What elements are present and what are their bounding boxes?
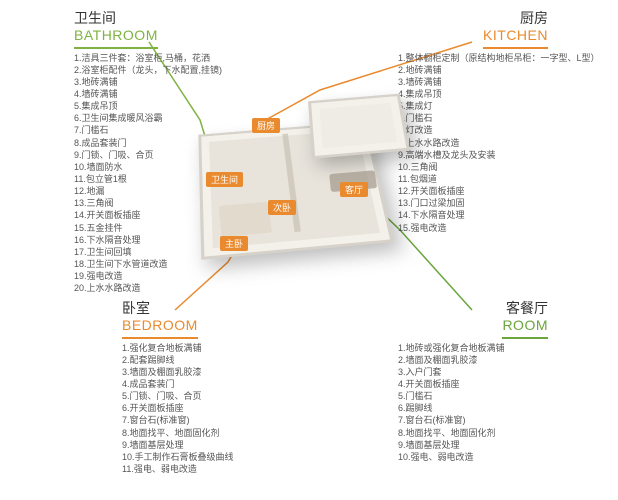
- bathroom-item: 18.卫生间下水管道改造: [74, 258, 194, 270]
- bedroom-items: 1.强化复合地板满铺2.配套踢脚线3.墙面及棚面乳胶漆4.成品套装门5.门锁、门…: [122, 342, 240, 476]
- room-item: 7.窗台石(标准窗): [398, 414, 548, 426]
- room-tag-bathroom: 卫生间: [206, 172, 243, 187]
- room-item: 5.门槛石: [398, 390, 548, 402]
- room-item: 8.地面找平、地面固化剂: [398, 427, 548, 439]
- room-item: 2.墙面及棚面乳胶漆: [398, 354, 548, 366]
- bedroom-item: 1.强化复合地板满铺: [122, 342, 240, 354]
- bathroom-item: 9.门锁、门吸、合页: [74, 149, 194, 161]
- kitchen-item: 6.门槛石: [398, 112, 548, 124]
- bathroom-item: 10.墙面防水: [74, 161, 194, 173]
- kitchen-item: 11.包烟道: [398, 173, 548, 185]
- kitchen-item: 3.墙砖满铺: [398, 76, 548, 88]
- bathroom-section: 卫生间 BATHROOM 1.洁具三件套：浴室柜,马桶，花洒2.浴室柜配件（龙头…: [74, 10, 194, 294]
- kitchen-item: 13.门口过梁加固: [398, 197, 548, 209]
- bathroom-item: 20.上水水路改造: [74, 282, 194, 294]
- bathroom-item: 14.开关面板插座: [74, 209, 194, 221]
- bathroom-item: 1.洁具三件套：浴室柜,马桶，花洒: [74, 52, 194, 64]
- bathroom-item: 19.强电改造: [74, 270, 194, 282]
- bathroom-item: 16.下水隔音处理: [74, 234, 194, 246]
- bathroom-title-cn: 卫生间: [74, 10, 194, 27]
- bedroom-item: 4.成品套装门: [122, 378, 240, 390]
- kitchen-items: 1.整体橱柜定制（原结构地柜吊柜：一字型、L型）2.地砖满铺3.墙砖满铺4.集成…: [398, 52, 548, 234]
- room-item: 9.墙面基层处理: [398, 439, 548, 451]
- room-tag-living: 客厅: [340, 182, 368, 197]
- room-tag-bedroom1: 主卧: [220, 236, 248, 251]
- bathroom-item: 7.门槛石: [74, 124, 194, 136]
- room-item: 3.入户门套: [398, 366, 548, 378]
- bedroom-item: 5.门锁、门吸、合页: [122, 390, 240, 402]
- kitchen-item: 5.集成灯: [398, 100, 548, 112]
- kitchen-item: 9.高端水槽及龙头及安装: [398, 149, 548, 161]
- bedroom-title-en: BEDROOM: [122, 317, 198, 339]
- room-title-en: ROOM: [502, 317, 548, 339]
- bedroom-item: 10.手工制作石膏板叠级曲线: [122, 451, 240, 463]
- room-item: 1.地砖或强化复合地板满铺: [398, 342, 548, 354]
- bathroom-item: 6.卫生间集成暖风浴霸: [74, 112, 194, 124]
- bathroom-item: 12.地漏: [74, 185, 194, 197]
- room-item: 10.强电、弱电改造: [398, 451, 548, 463]
- bedroom-item: 2.配套踢脚线: [122, 354, 240, 366]
- kitchen-item: 14.下水隔音处理: [398, 209, 548, 221]
- bedroom-item: 3.墙面及棚面乳胶漆: [122, 366, 240, 378]
- room-item: 6.踢脚线: [398, 402, 548, 414]
- bathroom-item: 13.三角阀: [74, 197, 194, 209]
- kitchen-item: 15.强电改造: [398, 222, 548, 234]
- room-section: 客餐厅 ROOM 1.地砖或强化复合地板满铺2.墙面及棚面乳胶漆3.入户门套4.…: [398, 300, 548, 463]
- kitchen-item: 12.开关面板插座: [398, 185, 548, 197]
- bedroom-section: 卧室 BEDROOM 1.强化复合地板满铺2.配套踢脚线3.墙面及棚面乳胶漆4.…: [122, 300, 240, 475]
- bathroom-items: 1.洁具三件套：浴室柜,马桶，花洒2.浴室柜配件（龙头，下水配置,挂镜)3.地砖…: [74, 52, 194, 295]
- bathroom-title-en: BATHROOM: [74, 27, 158, 49]
- kitchen-item: 2.地砖满铺: [398, 64, 548, 76]
- bathroom-item: 3.地砖满铺: [74, 76, 194, 88]
- bedroom-item: 9.墙面基层处理: [122, 439, 240, 451]
- kitchen-item: 1.整体橱柜定制（原结构地柜吊柜：一字型、L型）: [398, 52, 548, 64]
- bedroom-item: 6.开关面板插座: [122, 402, 240, 414]
- bathroom-item: 17.卫生间回填: [74, 246, 194, 258]
- room-tag-kitchen: 厨房: [252, 118, 280, 133]
- kitchen-item: 4.集成吊顶: [398, 88, 548, 100]
- room-tag-bedroom2: 次卧: [268, 200, 296, 215]
- bathroom-item: 11.包立管1根: [74, 173, 194, 185]
- kitchen-item: 8.上水水路改造: [398, 137, 548, 149]
- bathroom-item: 8.成品套装门: [74, 137, 194, 149]
- kitchen-title-en: KITCHEN: [483, 27, 548, 49]
- room-items: 1.地砖或强化复合地板满铺2.墙面及棚面乳胶漆3.入户门套4.开关面板插座5.门…: [398, 342, 548, 463]
- room-title-cn: 客餐厅: [398, 300, 548, 317]
- kitchen-item: 10.三角阀: [398, 161, 548, 173]
- bathroom-item: 5.集成吊顶: [74, 100, 194, 112]
- room-item: 4.开关面板插座: [398, 378, 548, 390]
- kitchen-section: 厨房 KITCHEN 1.整体橱柜定制（原结构地柜吊柜：一字型、L型）2.地砖满…: [398, 10, 548, 234]
- bathroom-item: 2.浴室柜配件（龙头，下水配置,挂镜): [74, 64, 194, 76]
- bathroom-item: 4.墙砖满铺: [74, 88, 194, 100]
- bedroom-title-cn: 卧室: [122, 300, 240, 317]
- kitchen-item: 7.灯改造: [398, 124, 548, 136]
- bedroom-item: 7.窗台石(标准窗): [122, 414, 240, 426]
- bedroom-item: 8.地面找平、地面固化剂: [122, 427, 240, 439]
- bathroom-item: 15.五金挂件: [74, 222, 194, 234]
- kitchen-title-cn: 厨房: [398, 10, 548, 27]
- bedroom-item: 11.强电、弱电改造: [122, 463, 240, 475]
